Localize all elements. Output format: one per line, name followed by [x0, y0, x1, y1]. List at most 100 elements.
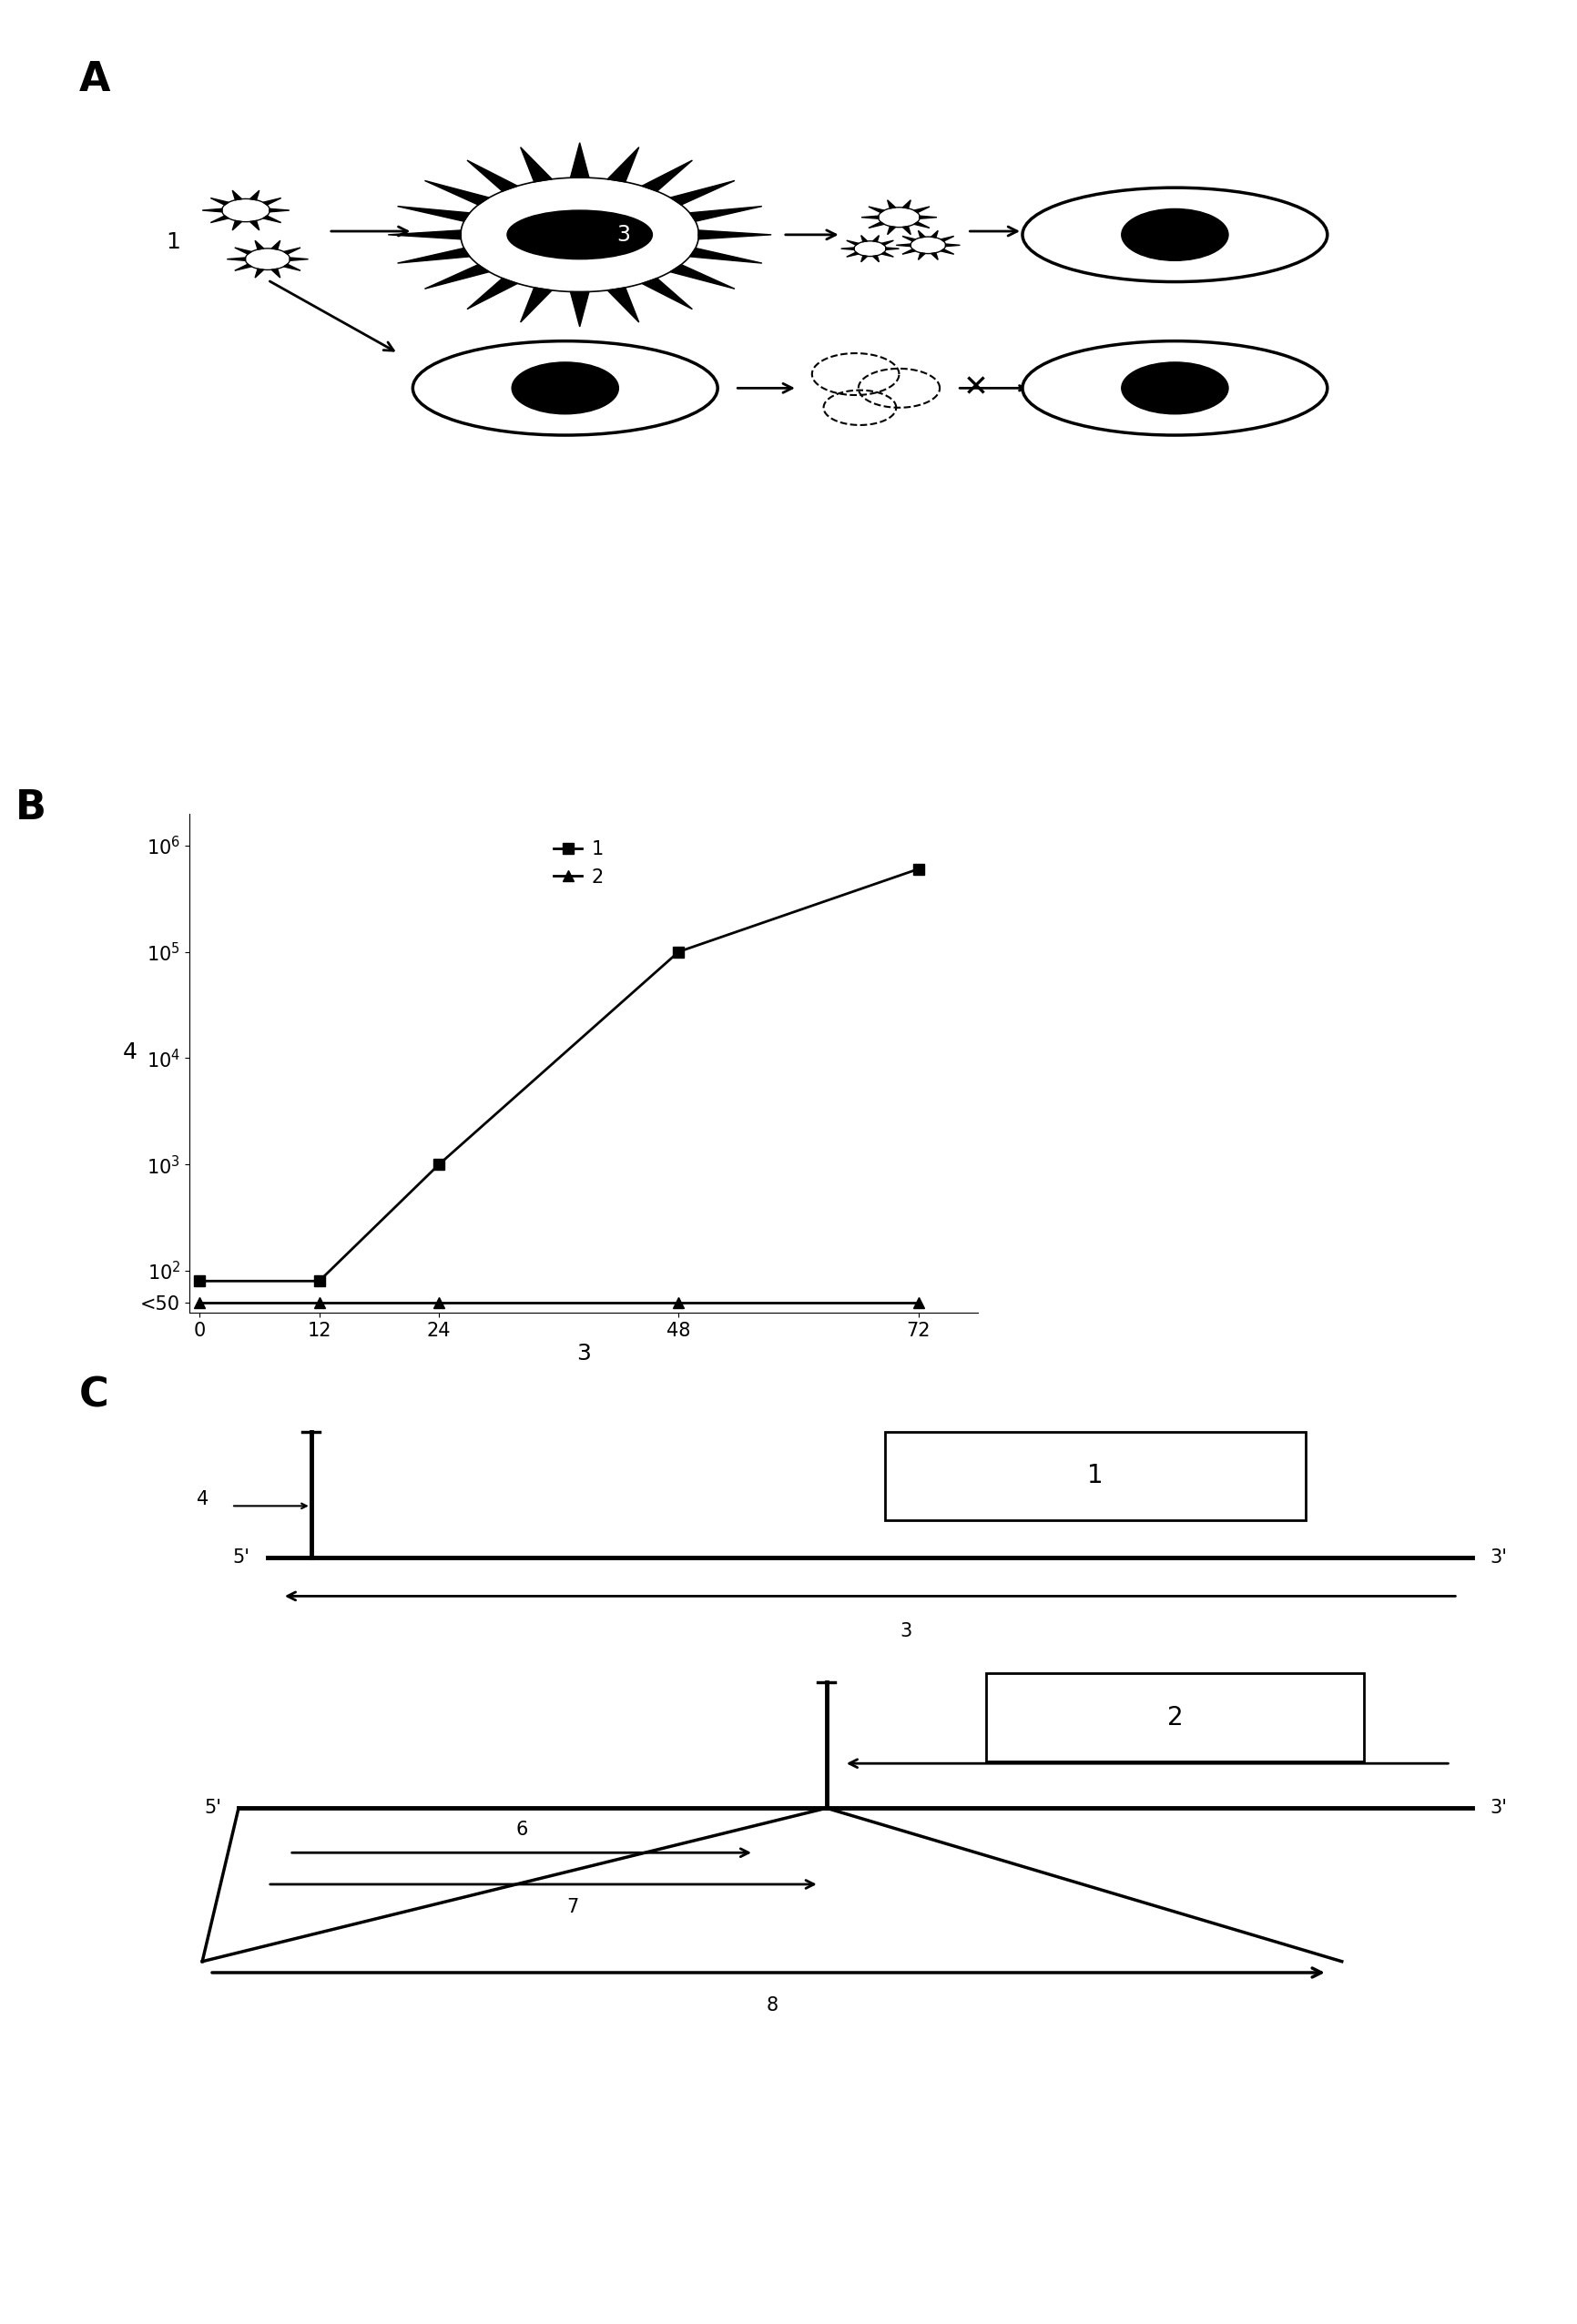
2 — [669, 1290, 688, 1318]
Polygon shape — [945, 244, 959, 246]
Ellipse shape — [413, 342, 718, 435]
Polygon shape — [271, 242, 281, 249]
Polygon shape — [847, 239, 858, 244]
Text: 2: 2 — [1167, 1706, 1183, 1729]
Polygon shape — [263, 216, 281, 223]
Text: 8: 8 — [766, 1996, 777, 2015]
Polygon shape — [882, 239, 893, 244]
Polygon shape — [878, 207, 919, 228]
Polygon shape — [919, 216, 937, 218]
Ellipse shape — [1022, 342, 1326, 435]
Ellipse shape — [1121, 209, 1227, 260]
Polygon shape — [222, 200, 270, 221]
Polygon shape — [569, 142, 588, 177]
Polygon shape — [861, 235, 867, 242]
Text: 2: 2 — [615, 376, 631, 400]
Polygon shape — [520, 146, 552, 181]
Text: 2: 2 — [1225, 223, 1240, 246]
1 — [669, 939, 688, 967]
Polygon shape — [270, 209, 289, 211]
Text: 5': 5' — [233, 1548, 251, 1566]
Polygon shape — [910, 237, 945, 253]
Text: 2: 2 — [1225, 376, 1240, 400]
Polygon shape — [255, 242, 263, 249]
Polygon shape — [227, 258, 246, 260]
Y-axis label: 4: 4 — [123, 1041, 137, 1064]
Polygon shape — [460, 177, 699, 293]
Text: 3: 3 — [617, 223, 629, 246]
Text: 3': 3' — [1489, 1799, 1506, 1817]
Polygon shape — [872, 235, 878, 242]
Polygon shape — [670, 181, 735, 205]
Line: 2: 2 — [194, 1297, 923, 1308]
Polygon shape — [210, 216, 229, 223]
Polygon shape — [249, 221, 259, 230]
Polygon shape — [232, 191, 241, 200]
Polygon shape — [290, 258, 308, 260]
Polygon shape — [235, 265, 251, 270]
Text: 7: 7 — [566, 1899, 579, 1917]
Polygon shape — [867, 207, 883, 211]
Polygon shape — [642, 160, 692, 191]
Polygon shape — [424, 265, 489, 288]
Text: 1: 1 — [1087, 1464, 1102, 1487]
1 — [309, 1267, 328, 1294]
Polygon shape — [886, 225, 896, 235]
Polygon shape — [913, 223, 929, 228]
Polygon shape — [902, 237, 915, 242]
Text: 1: 1 — [166, 230, 180, 253]
Polygon shape — [867, 223, 883, 228]
Text: 5: 5 — [1102, 1729, 1115, 1748]
Ellipse shape — [506, 211, 651, 260]
Polygon shape — [670, 265, 735, 288]
Polygon shape — [607, 288, 639, 323]
Polygon shape — [902, 249, 915, 253]
Polygon shape — [872, 256, 878, 263]
Polygon shape — [902, 200, 910, 209]
Polygon shape — [569, 293, 588, 328]
Text: 6: 6 — [516, 1820, 527, 1838]
1 — [908, 855, 927, 883]
Polygon shape — [424, 181, 489, 205]
2 — [189, 1290, 208, 1318]
2 — [309, 1290, 328, 1318]
Polygon shape — [263, 198, 281, 205]
Polygon shape — [255, 270, 263, 277]
Ellipse shape — [1121, 363, 1227, 414]
Polygon shape — [930, 253, 937, 260]
Polygon shape — [235, 249, 251, 253]
Polygon shape — [249, 191, 259, 200]
Legend: 1, 2: 1, 2 — [546, 832, 610, 895]
Text: C: C — [79, 1376, 109, 1415]
Polygon shape — [882, 253, 893, 258]
Polygon shape — [699, 230, 771, 239]
Polygon shape — [918, 230, 924, 237]
Ellipse shape — [511, 363, 618, 414]
Text: 4: 4 — [196, 1490, 208, 1508]
Polygon shape — [861, 216, 878, 218]
Polygon shape — [689, 249, 762, 263]
Ellipse shape — [1022, 188, 1326, 281]
Polygon shape — [232, 221, 241, 230]
Polygon shape — [397, 207, 470, 221]
Polygon shape — [520, 288, 552, 323]
Polygon shape — [902, 225, 910, 235]
Polygon shape — [642, 279, 692, 309]
Polygon shape — [896, 244, 910, 246]
Polygon shape — [853, 242, 886, 256]
Line: 1: 1 — [194, 865, 923, 1285]
Polygon shape — [284, 249, 300, 253]
FancyBboxPatch shape — [885, 1432, 1304, 1520]
FancyBboxPatch shape — [986, 1673, 1363, 1762]
Polygon shape — [210, 198, 229, 205]
X-axis label: 3: 3 — [576, 1343, 591, 1364]
Text: 5': 5' — [203, 1799, 221, 1817]
Polygon shape — [397, 249, 470, 263]
Polygon shape — [913, 207, 929, 211]
Polygon shape — [930, 230, 937, 237]
Polygon shape — [244, 249, 290, 270]
Polygon shape — [940, 249, 954, 253]
Text: B: B — [16, 788, 47, 827]
Polygon shape — [918, 253, 924, 260]
Polygon shape — [607, 146, 639, 181]
